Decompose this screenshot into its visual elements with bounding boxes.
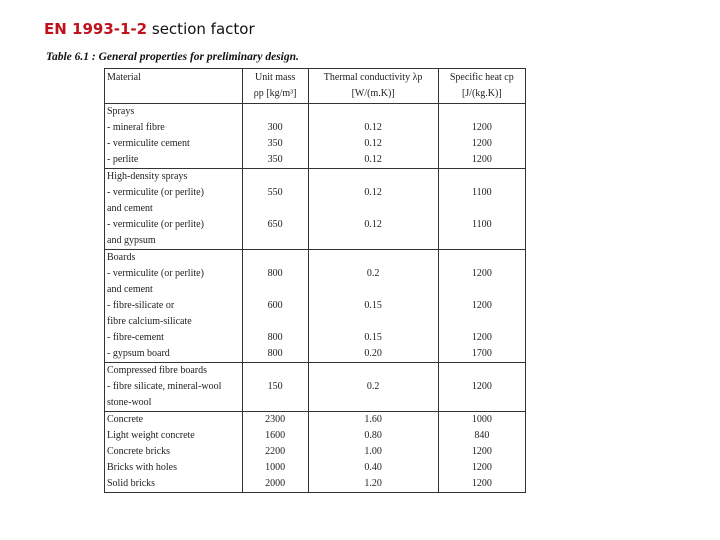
table-row: - vermiculite (or perlite) 800 0.2 1200 [104, 266, 527, 282]
table-row: Concrete bricks 2200 1.00 1200 [104, 444, 527, 460]
table-row: and cement [104, 201, 527, 217]
table-row: - gypsum board 800 0.20 1700 [104, 346, 527, 363]
table-row: Solid bricks 2000 1.20 1200 [104, 476, 527, 493]
header-unit-mass: Unit mass ρp [kg/m³] [242, 68, 309, 104]
table-row: Bricks with holes 1000 0.40 1200 [104, 460, 527, 476]
table-row: and gypsum [104, 233, 527, 250]
slide-title-text: section factor [151, 20, 255, 38]
table-row: fibre calcium-silicate [104, 314, 527, 330]
slide-title-code: EN 1993-1-2 [44, 20, 148, 38]
table-row: - vermiculite cement 350 0.12 1200 [104, 136, 527, 152]
table-caption: Table 6.1 : General properties for preli… [46, 51, 299, 63]
table-row: High-density sprays [104, 168, 527, 185]
table-row: and cement [104, 282, 527, 298]
header-thermal-conductivity: Thermal conductivity λp [W/(m.K)] [308, 68, 439, 104]
table-row: - fibre-silicate or 600 0.15 1200 [104, 298, 527, 314]
table-body: Sprays - mineral fibre 300 0.12 1200 - verm… [104, 103, 527, 493]
table-row: Compressed fibre boards [104, 362, 527, 379]
table-row: - vermiculite (or perlite) 550 0.12 1100 [104, 185, 527, 201]
header-specific-heat: Specific heat cp [J/(kg.K)] [438, 68, 527, 104]
table-row: - mineral fibre 300 0.12 1200 [104, 120, 527, 136]
table-row: - fibre silicate, mineral-wool 150 0.2 1200 [104, 379, 527, 395]
table-header: Material Unit mass ρp [kg/m³] Thermal co… [104, 68, 527, 104]
table-row: - fibre-cement 800 0.15 1200 [104, 330, 527, 346]
table-row: stone-wool [104, 395, 527, 412]
slide-title: EN 1993-1-2 section factor [44, 20, 255, 38]
table-row: Concrete 2300 1.60 1000 [104, 411, 527, 428]
properties-table: Material Unit mass ρp [kg/m³] Thermal co… [104, 68, 527, 493]
table-row: Sprays [104, 103, 527, 120]
table-row: - vermiculite (or perlite) 650 0.12 1100 [104, 217, 527, 233]
table-row: Light weight concrete 1600 0.80 840 [104, 428, 527, 444]
table-row: - perlite 350 0.12 1200 [104, 152, 527, 169]
table-row: Boards [104, 249, 527, 266]
header-material: Material [104, 68, 243, 104]
